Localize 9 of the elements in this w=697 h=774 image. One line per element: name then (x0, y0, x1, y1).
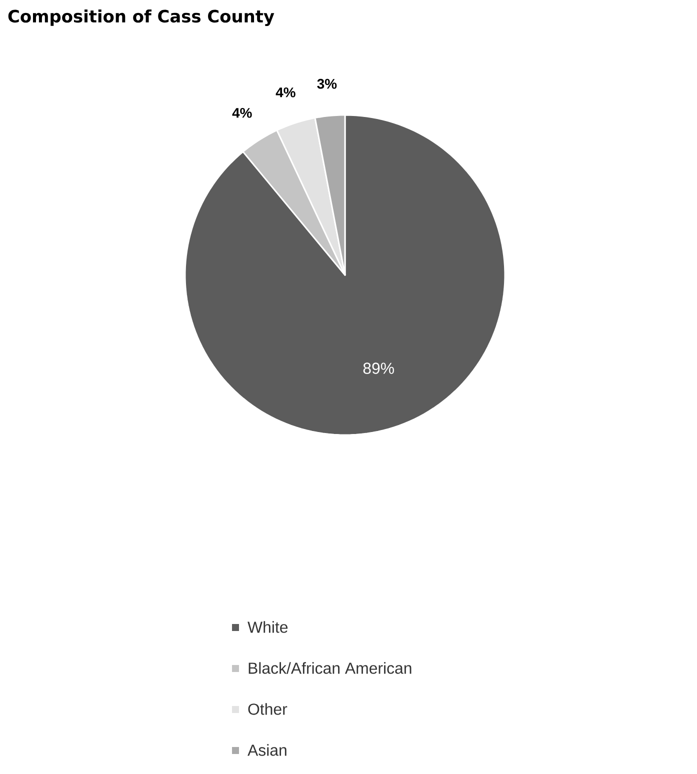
data-label: 3% (317, 78, 337, 89)
data-label: 89% (363, 362, 394, 374)
legend-label: Black/African American (248, 662, 412, 674)
chart-title: Composition of Cass County (8, 10, 274, 26)
legend-label: White (248, 621, 288, 633)
data-label: 4% (232, 108, 252, 118)
legend-label: Asian (248, 744, 286, 756)
data-label: 4% (276, 87, 296, 98)
legend-label: Other (248, 703, 288, 715)
